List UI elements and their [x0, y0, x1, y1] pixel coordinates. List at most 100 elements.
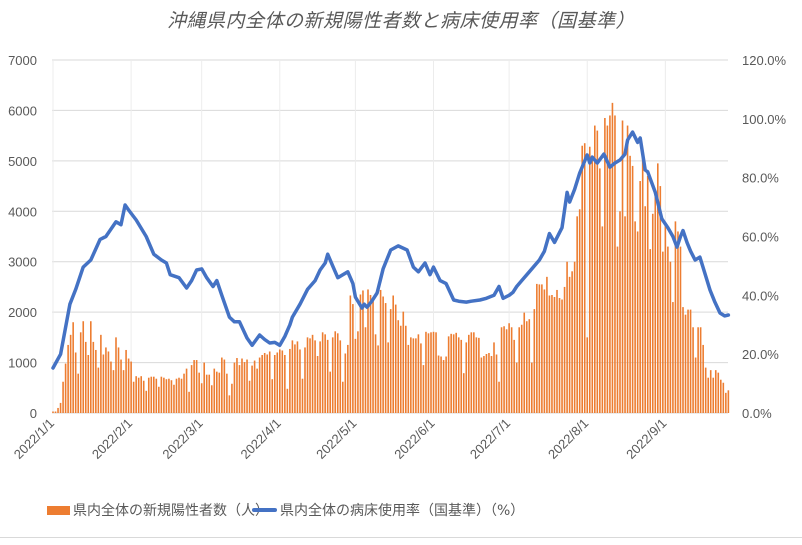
bar-new-cases [238, 365, 241, 413]
bar-new-cases [687, 309, 689, 413]
bar-new-cases [354, 338, 357, 413]
bar-new-cases [452, 334, 455, 413]
bar-new-cases [455, 332, 457, 413]
y-left-tick-label: 6000 [8, 103, 37, 118]
bar-new-cases [450, 333, 452, 413]
bar-new-cases [611, 102, 614, 413]
bar-new-cases [115, 337, 117, 413]
bar-new-cases [92, 341, 95, 413]
bar-new-cases [621, 120, 624, 413]
bar-new-cases [107, 351, 110, 413]
bar-new-cases [122, 370, 125, 413]
bar-new-cases [205, 374, 208, 413]
bar-new-cases [493, 342, 495, 413]
bar-new-cases [581, 145, 583, 413]
bar-new-cases [203, 362, 205, 413]
bar-new-cases [334, 331, 337, 413]
bar-new-cases [694, 357, 697, 413]
bar-new-cases [709, 370, 712, 413]
bar-new-cases [221, 357, 223, 413]
y-right-tick-label: 120.0% [742, 53, 787, 68]
bar-new-cases [64, 363, 67, 413]
bar-new-cases [294, 344, 296, 413]
bar-new-cases [77, 373, 79, 413]
bar-new-cases [261, 355, 263, 413]
bar-new-cases [170, 380, 173, 413]
bar-new-cases [132, 381, 135, 413]
bar-new-cases [538, 284, 541, 413]
bar-new-cases [369, 294, 372, 413]
bar-new-cases [490, 356, 493, 413]
bar-new-cases [137, 377, 140, 413]
bar-new-cases [657, 163, 659, 413]
bar-new-cases [626, 125, 629, 414]
bar-new-cases [702, 344, 704, 413]
bar-new-cases [583, 143, 586, 413]
bar-new-cases [586, 337, 589, 413]
bar-new-cases [679, 246, 682, 413]
bar-new-cases [273, 355, 276, 413]
bar-new-cases [515, 362, 518, 413]
bar-new-cases [402, 311, 405, 413]
bar-new-cases [714, 370, 717, 413]
bar-new-cases [566, 261, 568, 413]
bar-new-cases [319, 341, 321, 413]
bar-new-cases [183, 373, 185, 413]
bar-new-cases [316, 356, 319, 413]
bar-new-cases [69, 334, 72, 413]
bar-new-cases [226, 373, 228, 413]
bar-new-cases [168, 378, 170, 413]
bar-new-cases [291, 340, 294, 413]
y-left-tick-label: 3000 [8, 255, 37, 270]
bar-new-cases [387, 342, 389, 413]
y-right-tick-label: 60.0% [742, 230, 779, 245]
bar-new-cases [324, 334, 326, 413]
bar-new-cases [548, 295, 551, 413]
bar-new-cases [382, 296, 384, 413]
bar-new-cases [241, 358, 243, 413]
bar-new-cases [508, 323, 510, 413]
bar-new-cases [246, 359, 248, 413]
bar-new-cases [437, 355, 440, 413]
bar-new-cases [258, 357, 261, 413]
bar-new-cases [117, 347, 120, 413]
bar-new-cases [82, 321, 85, 413]
bar-new-cases [100, 334, 102, 413]
bar-new-cases [185, 368, 188, 413]
bar-new-cases [193, 360, 195, 413]
bar-new-cases [720, 379, 722, 413]
bar-new-cases [231, 383, 233, 413]
bar-new-cases [641, 150, 644, 413]
y-left-tick-label: 0 [30, 406, 37, 421]
bar-new-cases [523, 312, 526, 413]
bar-new-cases [339, 340, 342, 413]
bar-new-cases [62, 381, 64, 413]
bar-new-cases [374, 334, 377, 413]
bar-new-cases [609, 115, 611, 413]
bar-new-cases [364, 327, 367, 413]
bar-new-cases [195, 360, 198, 413]
bar-new-cases [314, 340, 316, 413]
bar-new-cases [359, 294, 362, 413]
bar-new-cases [384, 303, 387, 413]
bar-new-cases [389, 309, 392, 413]
bar-new-cases [417, 334, 420, 413]
bar-new-cases [420, 343, 422, 413]
bar-new-cases [160, 376, 163, 413]
bar-new-cases [616, 246, 619, 413]
x-tick-label: 2022/9/1 [623, 416, 669, 462]
bar-new-cases [112, 370, 115, 413]
bar-new-cases [175, 378, 178, 413]
bar-new-cases [321, 332, 324, 413]
y-left-tick-label: 4000 [8, 204, 37, 219]
bar-new-cases [717, 372, 720, 413]
bar-new-cases [251, 365, 253, 413]
bar-new-cases [578, 209, 581, 413]
bar-new-cases [397, 320, 400, 413]
bar-new-cases [684, 314, 687, 413]
bar-new-cases [379, 289, 382, 413]
bar-new-cases [155, 378, 158, 413]
bar-new-cases [256, 368, 258, 413]
bar-new-cases [163, 377, 165, 413]
bar-new-cases [147, 377, 150, 413]
